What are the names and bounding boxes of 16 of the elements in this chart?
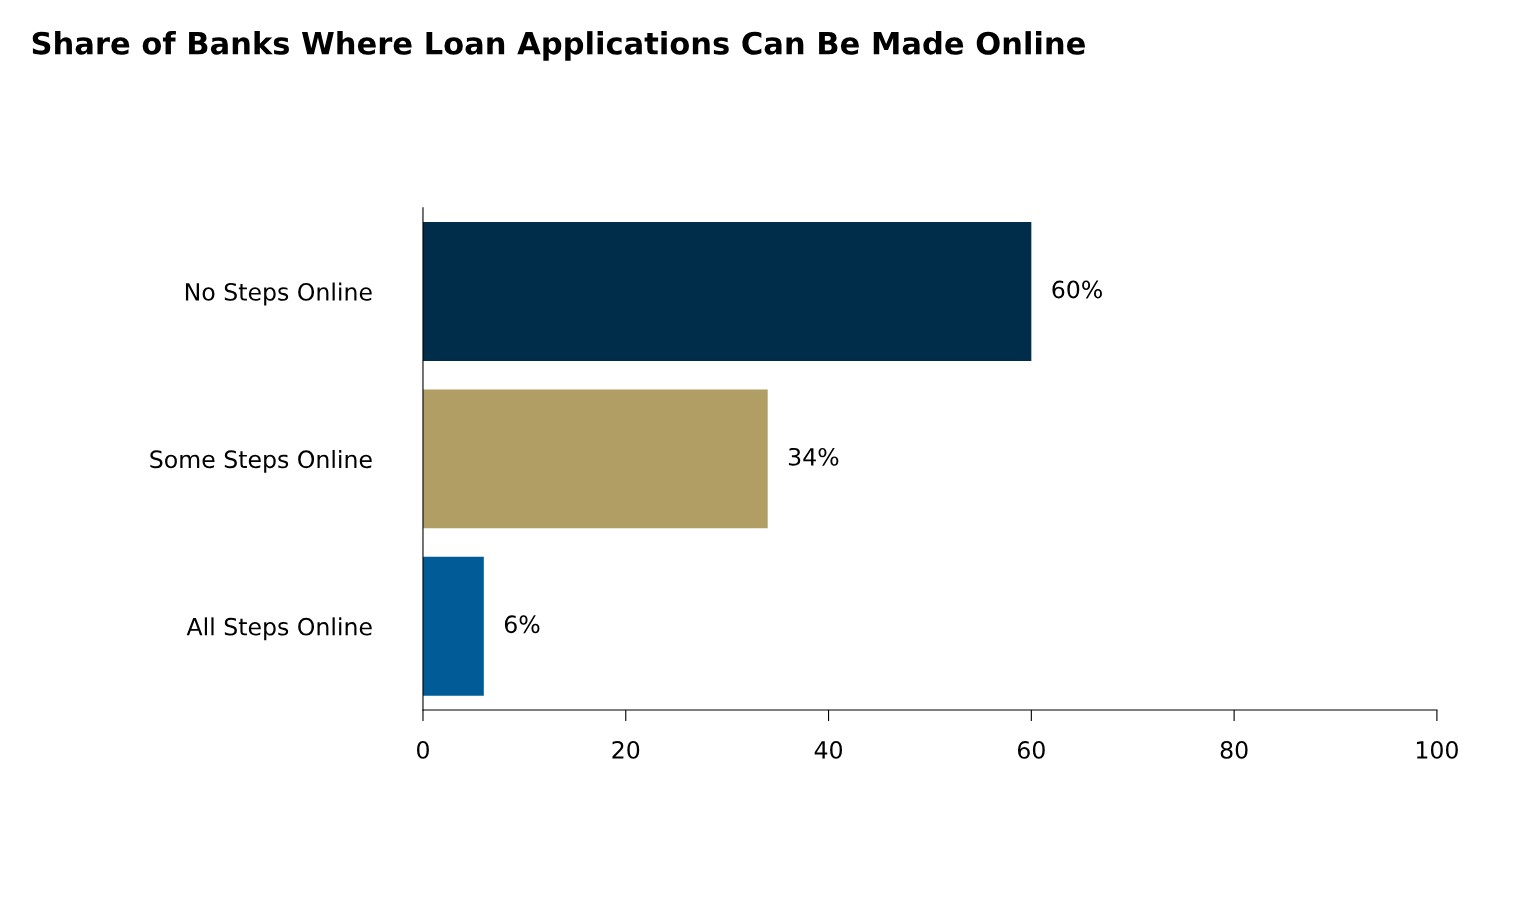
data-label: 6%	[504, 615, 540, 634]
x-tick-label: 0	[417, 740, 429, 759]
data-label: 60%	[1052, 280, 1102, 299]
bar	[422, 222, 1032, 361]
y-tick-label: All Steps Online	[186, 617, 372, 641]
x-tick-label: 20	[612, 740, 640, 759]
data-label: 34%	[788, 447, 839, 466]
x-tick-label: 60	[1017, 740, 1045, 759]
x-tick-label: 40	[814, 740, 842, 759]
y-tick-label: Some Steps Online	[150, 449, 372, 473]
x-tick-label: 80	[1220, 740, 1248, 759]
x-tick-label: 100	[1416, 740, 1458, 759]
bar	[422, 389, 768, 529]
chart-title: Share of Banks Where Loan Applications Can Be Made Online	[32, 31, 1085, 61]
bar	[422, 556, 484, 696]
y-tick-label: No Steps Online	[185, 282, 372, 306]
